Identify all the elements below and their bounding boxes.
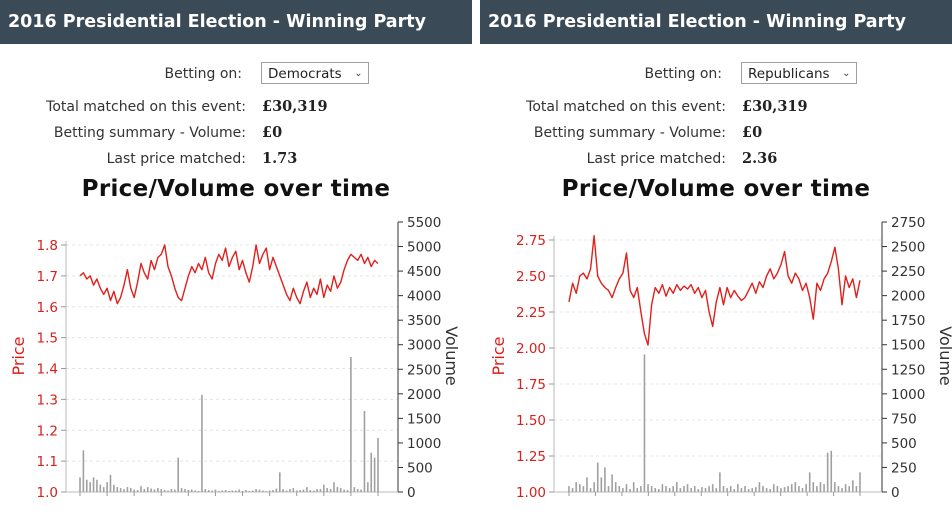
panel-title: 2016 Presidential Election - Winning Par… xyxy=(480,0,952,44)
betting-summary-value: £0 xyxy=(262,124,283,141)
panel-title: 2016 Presidential Election - Winning Par… xyxy=(0,0,472,44)
price-axis-label: Price xyxy=(489,336,508,375)
betting-on-value: Democrats xyxy=(268,66,342,82)
betting-on-row: Betting on: xyxy=(480,63,952,85)
chart-title: Price/Volume over time xyxy=(81,176,391,202)
last-price-label: Last price matched: xyxy=(106,151,246,167)
betting-summary-value: £0 xyxy=(742,124,763,141)
volume-tick-label: 3000 xyxy=(407,338,441,354)
last-price-value: 1.73 xyxy=(262,150,298,167)
total-matched-value: £30,319 xyxy=(262,98,328,115)
last-price-row: Last price matched: 2.36 xyxy=(480,148,952,170)
volume-tick-label: 500 xyxy=(891,436,917,452)
price-tick-label: 2.00 xyxy=(516,341,546,357)
price-volume-chart: Price Volume 1.0 1.1 1.2 1.3 1.4 1.5 1.6 1.7 1.8… xyxy=(9,215,461,501)
price-tick-label: 2.25 xyxy=(516,305,546,321)
volume-tick-label: 2500 xyxy=(407,362,441,378)
price-line xyxy=(568,235,861,346)
volume-tick-label: 1000 xyxy=(891,387,925,403)
betting-on-value: Republicans xyxy=(748,66,830,82)
betting-on-label: Betting on: xyxy=(164,66,242,82)
volume-tick-label: 1500 xyxy=(407,411,441,427)
total-matched-value: £30,319 xyxy=(742,98,808,115)
panel-democrats: 2016 Presidential Election - Winning Par… xyxy=(0,0,472,518)
volume-tick-label: 250 xyxy=(891,460,917,476)
price-tick-label: 2.75 xyxy=(516,233,546,249)
volume-tick-label: 750 xyxy=(891,411,917,427)
chevron-down-icon: ⌄ xyxy=(354,68,363,79)
total-matched-row: Total matched on this event: £30,319 xyxy=(480,96,952,118)
price-volume-chart: Price Volume 1.00 1.25 1.50 1.75 2.00 2.25 2.5… xyxy=(489,215,952,501)
volume-tick-label: 1000 xyxy=(407,436,441,452)
last-price-label: Last price matched: xyxy=(586,151,726,167)
volume-tick-label: 4000 xyxy=(407,289,441,305)
betting-on-row: Betting on: xyxy=(0,63,472,85)
price-tick-label: 1.50 xyxy=(516,413,546,429)
betting-on-select[interactable]: Republicans ⌄ xyxy=(741,62,857,84)
price-tick-label: 1.0 xyxy=(37,485,58,501)
volume-tick-label: 1500 xyxy=(891,338,925,354)
panel-republicans: 2016 Presidential Election - Winning Par… xyxy=(480,0,952,518)
volume-tick-label: 2000 xyxy=(407,387,441,403)
volume-tick-label: 2000 xyxy=(891,289,925,305)
volume-tick-label: 5500 xyxy=(407,215,441,231)
volume-tick-label: 1750 xyxy=(891,313,925,329)
volume-tick-label: 3500 xyxy=(407,313,441,329)
last-price-row: Last price matched: 1.73 xyxy=(0,148,472,170)
volume-tick-label: 1250 xyxy=(891,362,925,378)
volume-tick-label: 0 xyxy=(407,485,416,501)
price-tick-label: 2.50 xyxy=(516,269,546,285)
betting-summary-label: Betting summary - Volume: xyxy=(533,125,726,141)
volume-tick-label: 2750 xyxy=(891,215,925,231)
price-tick-label: 1.1 xyxy=(37,454,58,470)
volume-tick-label: 500 xyxy=(407,460,433,476)
betting-summary-row: Betting summary - Volume: £0 xyxy=(0,122,472,144)
chevron-down-icon: ⌄ xyxy=(842,68,851,79)
last-price-value: 2.36 xyxy=(742,150,778,167)
volume-tick-label: 2250 xyxy=(891,264,925,280)
volume-tick-label: 4500 xyxy=(407,264,441,280)
total-matched-label: Total matched on this event: xyxy=(46,99,246,115)
chart-title: Price/Volume over time xyxy=(561,176,871,202)
price-tick-label: 1.3 xyxy=(37,392,58,408)
volume-tick-label: 2500 xyxy=(891,240,925,256)
total-matched-row: Total matched on this event: £30,319 xyxy=(0,96,472,118)
volume-axis-label: Volume xyxy=(442,326,461,386)
betting-on-select[interactable]: Democrats ⌄ xyxy=(261,62,369,84)
volume-tick-label: 5000 xyxy=(407,240,441,256)
volume-tick-label: 0 xyxy=(891,485,900,501)
price-tick-label: 1.25 xyxy=(516,449,546,465)
betting-summary-row: Betting summary - Volume: £0 xyxy=(480,122,952,144)
price-tick-label: 1.4 xyxy=(37,362,58,378)
price-tick-label: 1.6 xyxy=(37,300,58,316)
price-tick-label: 1.2 xyxy=(37,423,58,439)
price-tick-label: 1.5 xyxy=(37,331,58,347)
betting-summary-label: Betting summary - Volume: xyxy=(53,125,246,141)
betting-on-label: Betting on: xyxy=(644,66,722,82)
price-axis-label: Price xyxy=(9,336,28,375)
price-tick-label: 1.75 xyxy=(516,377,546,393)
price-tick-label: 1.7 xyxy=(37,269,58,285)
price-tick-label: 1.00 xyxy=(516,485,546,501)
price-line xyxy=(79,244,379,305)
price-tick-label: 1.8 xyxy=(37,238,58,254)
volume-axis-label: Volume xyxy=(936,326,952,386)
total-matched-label: Total matched on this event: xyxy=(526,99,726,115)
